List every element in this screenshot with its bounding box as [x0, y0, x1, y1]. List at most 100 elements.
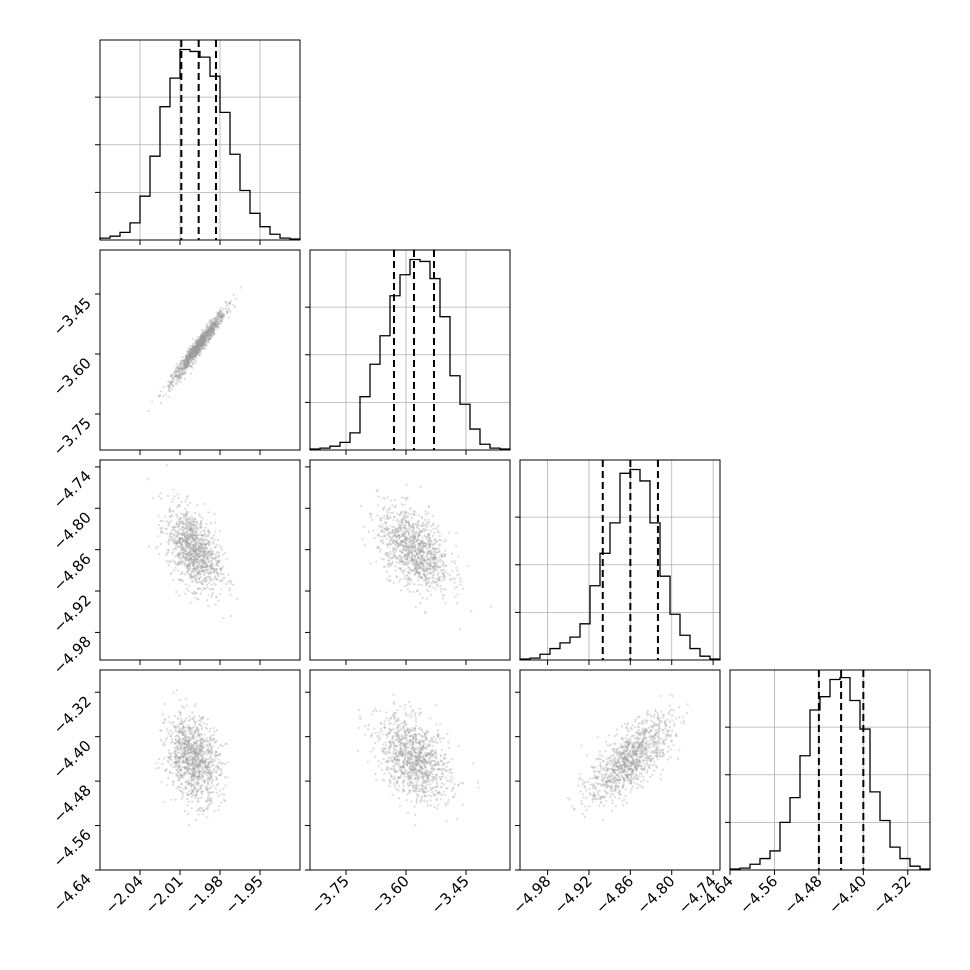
scatter-point	[201, 552, 204, 556]
scatter-point	[208, 337, 211, 340]
scatter-point	[423, 574, 426, 577]
scatter-point	[400, 551, 404, 554]
scatter-point	[402, 518, 405, 521]
scatter-point	[206, 340, 209, 343]
scatter-point	[194, 345, 197, 349]
scatter-point	[440, 782, 443, 785]
scatter-point	[403, 524, 407, 527]
scatter-point	[217, 555, 220, 558]
scatter-point	[181, 371, 184, 375]
scatter-point	[200, 564, 203, 568]
scatter-point	[394, 504, 397, 507]
scatter-point	[169, 755, 172, 758]
scatter-point	[413, 541, 416, 544]
scatter-point	[196, 753, 199, 756]
scatter-point	[191, 769, 194, 772]
scatter-point	[217, 312, 220, 315]
scatter-point	[203, 336, 206, 339]
scatter-point	[195, 339, 198, 342]
scatter-point	[209, 332, 213, 335]
scatter-point	[175, 543, 179, 546]
scatter-point	[206, 816, 209, 819]
scatter-point	[203, 529, 206, 532]
scatter-point	[194, 347, 197, 350]
scatter-point	[196, 554, 200, 557]
scatter-point	[216, 319, 220, 323]
scatter-point	[173, 555, 176, 558]
scatter-point	[412, 543, 415, 546]
scatter-point	[208, 337, 211, 340]
scatter-point	[405, 584, 409, 587]
scatter-point	[191, 735, 194, 738]
scatter-point	[379, 548, 382, 551]
scatter-point	[224, 301, 228, 304]
scatter-point	[182, 516, 185, 519]
scatter-point	[429, 553, 432, 556]
scatter-point	[172, 526, 176, 529]
scatter-point	[183, 366, 187, 369]
scatter-point	[186, 740, 190, 743]
scatter-point	[199, 744, 202, 747]
scatter-point	[200, 742, 203, 745]
scatter-point	[404, 561, 407, 564]
scatter-point	[180, 756, 183, 759]
scatter-point	[196, 344, 199, 348]
scatter-point	[199, 544, 202, 547]
scatter-point	[177, 563, 180, 566]
scatter-point	[184, 500, 187, 503]
scatter-point	[415, 566, 418, 569]
scatter-point	[198, 342, 201, 345]
scatter-point	[386, 544, 389, 547]
scatter-point	[215, 323, 218, 326]
scatter-point	[189, 747, 192, 751]
scatter-point	[208, 565, 211, 568]
scatter-point	[187, 763, 190, 766]
scatter-point	[199, 764, 202, 767]
scatter-point	[194, 540, 197, 543]
scatter-point	[212, 758, 215, 761]
scatter-point	[188, 351, 191, 354]
scatter-point	[393, 534, 397, 537]
scatter-point	[177, 529, 180, 532]
scatter-point	[430, 557, 433, 560]
scatter-point	[201, 750, 204, 753]
scatter-point	[220, 321, 223, 324]
scatter-point	[207, 776, 210, 779]
scatter-point	[200, 338, 203, 342]
scatter-point	[427, 534, 430, 537]
scatter-point	[423, 544, 426, 547]
scatter-point	[193, 568, 196, 571]
scatter-point	[420, 558, 423, 561]
scatter-point	[195, 560, 198, 564]
scatter-point	[392, 525, 395, 528]
scatter-point	[210, 325, 213, 328]
scatter-point	[443, 575, 446, 578]
scatter-point	[160, 531, 163, 534]
scatter-point	[206, 334, 209, 338]
scatter-point	[175, 535, 178, 538]
scatter-point	[196, 739, 199, 742]
scatter-point	[186, 565, 189, 569]
scatter-point	[171, 379, 174, 382]
scatter-point	[204, 786, 208, 789]
scatter-point	[185, 737, 188, 740]
scatter-point	[380, 541, 383, 544]
scatter-point	[190, 537, 193, 540]
scatter-point	[190, 746, 193, 749]
scatter-point	[203, 334, 206, 337]
scatter-point	[214, 323, 217, 326]
scatter-point	[206, 774, 209, 777]
scatter-point	[395, 561, 398, 564]
scatter-point	[175, 521, 178, 524]
scatter-point	[197, 800, 200, 803]
scatter-point	[195, 520, 198, 523]
scatter-point	[411, 562, 415, 565]
scatter-point	[189, 737, 193, 740]
scatter-point	[391, 546, 394, 549]
scatter-point	[217, 559, 220, 562]
scatter-point	[187, 545, 190, 548]
scatter-point	[202, 569, 205, 573]
scatter-point	[403, 521, 406, 524]
scatter-point	[443, 540, 446, 543]
scatter-point	[202, 332, 205, 336]
